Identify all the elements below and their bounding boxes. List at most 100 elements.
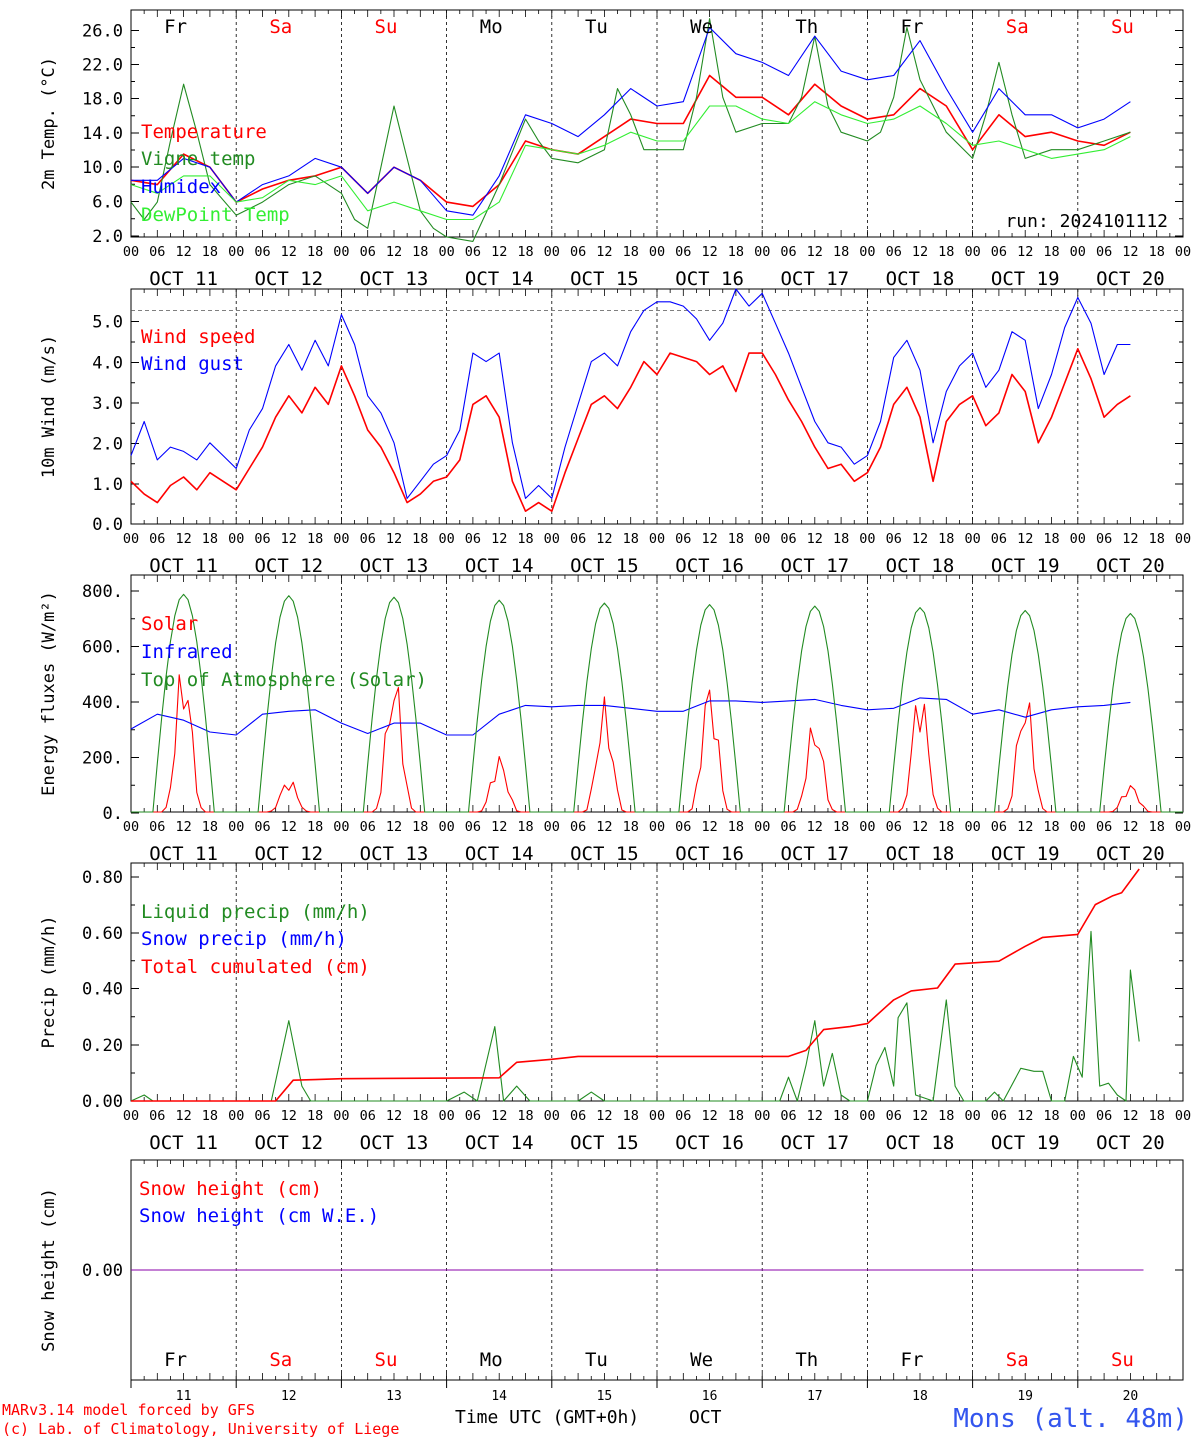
x-hour-label: 18 <box>728 819 744 835</box>
y-tick-label: 800. <box>82 582 123 602</box>
y-tick-label: 2.0 <box>92 435 123 455</box>
x-hour-label: 12 <box>596 531 612 547</box>
x-day-label: OCT 20 <box>1096 268 1165 290</box>
x-hour-label: 06 <box>1096 531 1112 547</box>
x-hour-label: 18 <box>938 244 954 260</box>
x-hour-label: 06 <box>780 1108 796 1124</box>
x-hour-label: 18 <box>938 1108 954 1124</box>
x-hour-label: 06 <box>886 1108 902 1124</box>
x-day-number: 17 <box>807 1389 823 1404</box>
y-tick-label: 400. <box>82 693 123 713</box>
x-hour-label: 06 <box>1096 244 1112 260</box>
x-day-number: 16 <box>702 1389 718 1404</box>
x-hour-label: 00 <box>964 531 980 547</box>
x-hour-label: 12 <box>386 1108 402 1124</box>
x-hour-label: 06 <box>991 244 1007 260</box>
x-hour-label: 00 <box>859 244 875 260</box>
weekday-label: Sa <box>1006 1349 1029 1371</box>
x-hour-label: 12 <box>1017 244 1033 260</box>
legend-entry: Solar <box>141 613 198 635</box>
legend-entry: Snow height (cm) <box>139 1178 322 1200</box>
x-hour-label: 06 <box>149 819 165 835</box>
x-hour-label: 06 <box>465 819 481 835</box>
x-hour-label: 18 <box>728 244 744 260</box>
x-hour-label: 06 <box>780 531 796 547</box>
x-day-label: OCT 14 <box>465 1132 534 1154</box>
x-hour-label: 06 <box>360 819 376 835</box>
x-hour-label: 06 <box>675 819 691 835</box>
x-hour-label: 06 <box>886 531 902 547</box>
weekday-label: Fr <box>901 1349 924 1371</box>
x-hour-label: 00 <box>228 1108 244 1124</box>
x-hour-label: 12 <box>491 1108 507 1124</box>
x-day-label: OCT 19 <box>991 1132 1060 1154</box>
x-hour-label: 00 <box>333 1108 349 1124</box>
x-hour-label: 12 <box>596 244 612 260</box>
x-hour-label: 00 <box>123 244 139 260</box>
legend-entry: Wind gust <box>141 353 244 375</box>
y-tick-label: 0.00 <box>82 1092 123 1112</box>
x-hour-label: 06 <box>570 531 586 547</box>
x-hour-label: 12 <box>596 1108 612 1124</box>
x-hour-label: 06 <box>780 819 796 835</box>
x-hour-label: 12 <box>701 1108 717 1124</box>
weekday-label: Fr <box>164 1349 187 1371</box>
series-line-wind-gust <box>130 288 1131 499</box>
x-day-label: OCT 12 <box>254 1132 323 1154</box>
x-hour-label: 00 <box>123 819 139 835</box>
y-tick-label: 0.80 <box>82 868 123 888</box>
series-line-infrared <box>130 697 1131 736</box>
y-tick-label: 0.00 <box>82 1261 123 1281</box>
x-hour-label: 06 <box>780 244 796 260</box>
weekday-label: Su <box>375 16 398 38</box>
legend-entry: Snow precip (mm/h) <box>141 928 347 950</box>
y-tick-label: 0.20 <box>82 1036 123 1056</box>
x-hour-label: 12 <box>701 244 717 260</box>
x-hour-label: 00 <box>228 244 244 260</box>
x-hour-label: 18 <box>938 819 954 835</box>
x-hour-label: 00 <box>754 1108 770 1124</box>
x-hour-label: 06 <box>254 819 270 835</box>
x-day-label: OCT 13 <box>360 843 429 865</box>
y-tick-label: 0. <box>103 804 123 824</box>
panel-1: 26.0 22.0 18.0 14.0 10.0 6.0 2.0 2m Temp. (°C) T… <box>39 9 1191 290</box>
x-day-label: OCT 17 <box>780 1132 849 1154</box>
x-hour-label: 12 <box>1017 819 1033 835</box>
x-hour-label: 00 <box>859 819 875 835</box>
x-day-number: 12 <box>281 1389 297 1404</box>
x-hour-label: 12 <box>596 819 612 835</box>
x-hour-label: 12 <box>491 244 507 260</box>
x-day-number: 18 <box>912 1389 928 1404</box>
x-day-label: OCT 16 <box>675 555 744 577</box>
x-hour-label: 06 <box>149 244 165 260</box>
weekday-label: Tu <box>585 16 608 38</box>
x-hour-label: 12 <box>281 531 297 547</box>
x-day-label: OCT 15 <box>570 555 639 577</box>
x-hour-label: 18 <box>517 1108 533 1124</box>
x-hour-label: 18 <box>1149 531 1165 547</box>
x-day-label: OCT 19 <box>991 268 1060 290</box>
x-day-label: OCT 18 <box>886 268 955 290</box>
weekday-label: Su <box>1111 16 1134 38</box>
x-hour-label: 06 <box>254 531 270 547</box>
x-hour-label: 00 <box>438 244 454 260</box>
x-hour-label: 00 <box>228 531 244 547</box>
legend-entry: Wind speed <box>141 326 255 348</box>
x-hour-label: 18 <box>623 1108 639 1124</box>
x-hour-label: 18 <box>412 531 428 547</box>
x-hour-label: 00 <box>333 531 349 547</box>
x-hour-label: 06 <box>570 244 586 260</box>
x-hour-label: 12 <box>1122 531 1138 547</box>
x-hour-label: 18 <box>833 531 849 547</box>
x-hour-label: 00 <box>754 244 770 260</box>
series-line-temperature <box>130 74 1131 208</box>
weekday-label: Fr <box>164 16 187 38</box>
x-hour-label: 00 <box>544 531 560 547</box>
x-day-label: OCT 13 <box>360 1132 429 1154</box>
x-hour-label: 00 <box>964 819 980 835</box>
x-hour-label: 18 <box>1043 1108 1059 1124</box>
x-hour-label: 06 <box>991 1108 1007 1124</box>
x-hour-label: 00 <box>544 819 560 835</box>
y-tick-label: 10.0 <box>82 158 123 178</box>
x-hour-label: 06 <box>570 1108 586 1124</box>
